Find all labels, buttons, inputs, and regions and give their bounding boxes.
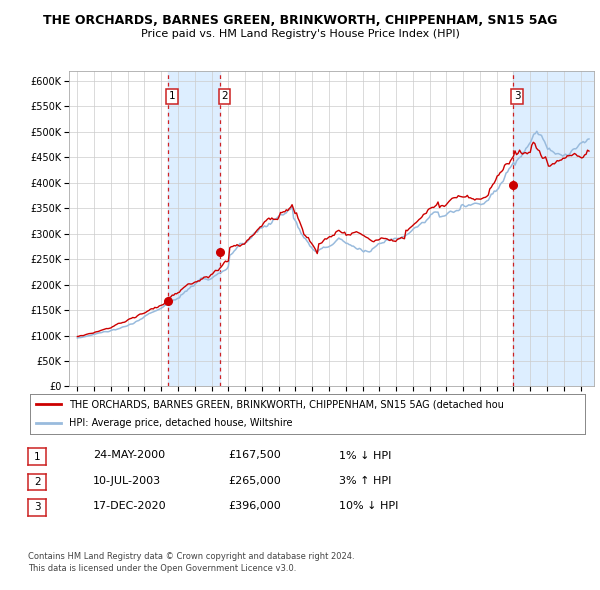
Text: 3: 3: [34, 503, 41, 512]
Text: 3% ↑ HPI: 3% ↑ HPI: [339, 476, 391, 486]
Text: 1: 1: [169, 91, 175, 101]
Text: THE ORCHARDS, BARNES GREEN, BRINKWORTH, CHIPPENHAM, SN15 5AG: THE ORCHARDS, BARNES GREEN, BRINKWORTH, …: [43, 14, 557, 27]
Text: 2: 2: [34, 477, 41, 487]
Text: £265,000: £265,000: [228, 476, 281, 486]
Bar: [513, 71, 600, 386]
Text: 24-MAY-2000: 24-MAY-2000: [93, 451, 165, 460]
Text: Price paid vs. HM Land Registry's House Price Index (HPI): Price paid vs. HM Land Registry's House …: [140, 29, 460, 38]
Text: £396,000: £396,000: [228, 502, 281, 511]
Bar: [167, 71, 220, 386]
Text: 10% ↓ HPI: 10% ↓ HPI: [339, 502, 398, 511]
Text: 10-JUL-2003: 10-JUL-2003: [93, 476, 161, 486]
Text: 17-DEC-2020: 17-DEC-2020: [93, 502, 167, 511]
Text: 1: 1: [34, 452, 41, 461]
Text: THE ORCHARDS, BARNES GREEN, BRINKWORTH, CHIPPENHAM, SN15 5AG (detached hou: THE ORCHARDS, BARNES GREEN, BRINKWORTH, …: [69, 399, 504, 409]
Text: This data is licensed under the Open Government Licence v3.0.: This data is licensed under the Open Gov…: [28, 564, 296, 573]
Text: Contains HM Land Registry data © Crown copyright and database right 2024.: Contains HM Land Registry data © Crown c…: [28, 552, 355, 562]
Text: 1% ↓ HPI: 1% ↓ HPI: [339, 451, 391, 460]
Text: 2: 2: [221, 91, 228, 101]
Text: £167,500: £167,500: [228, 451, 281, 460]
Text: 3: 3: [514, 91, 520, 101]
Text: HPI: Average price, detached house, Wiltshire: HPI: Average price, detached house, Wilt…: [69, 418, 292, 428]
